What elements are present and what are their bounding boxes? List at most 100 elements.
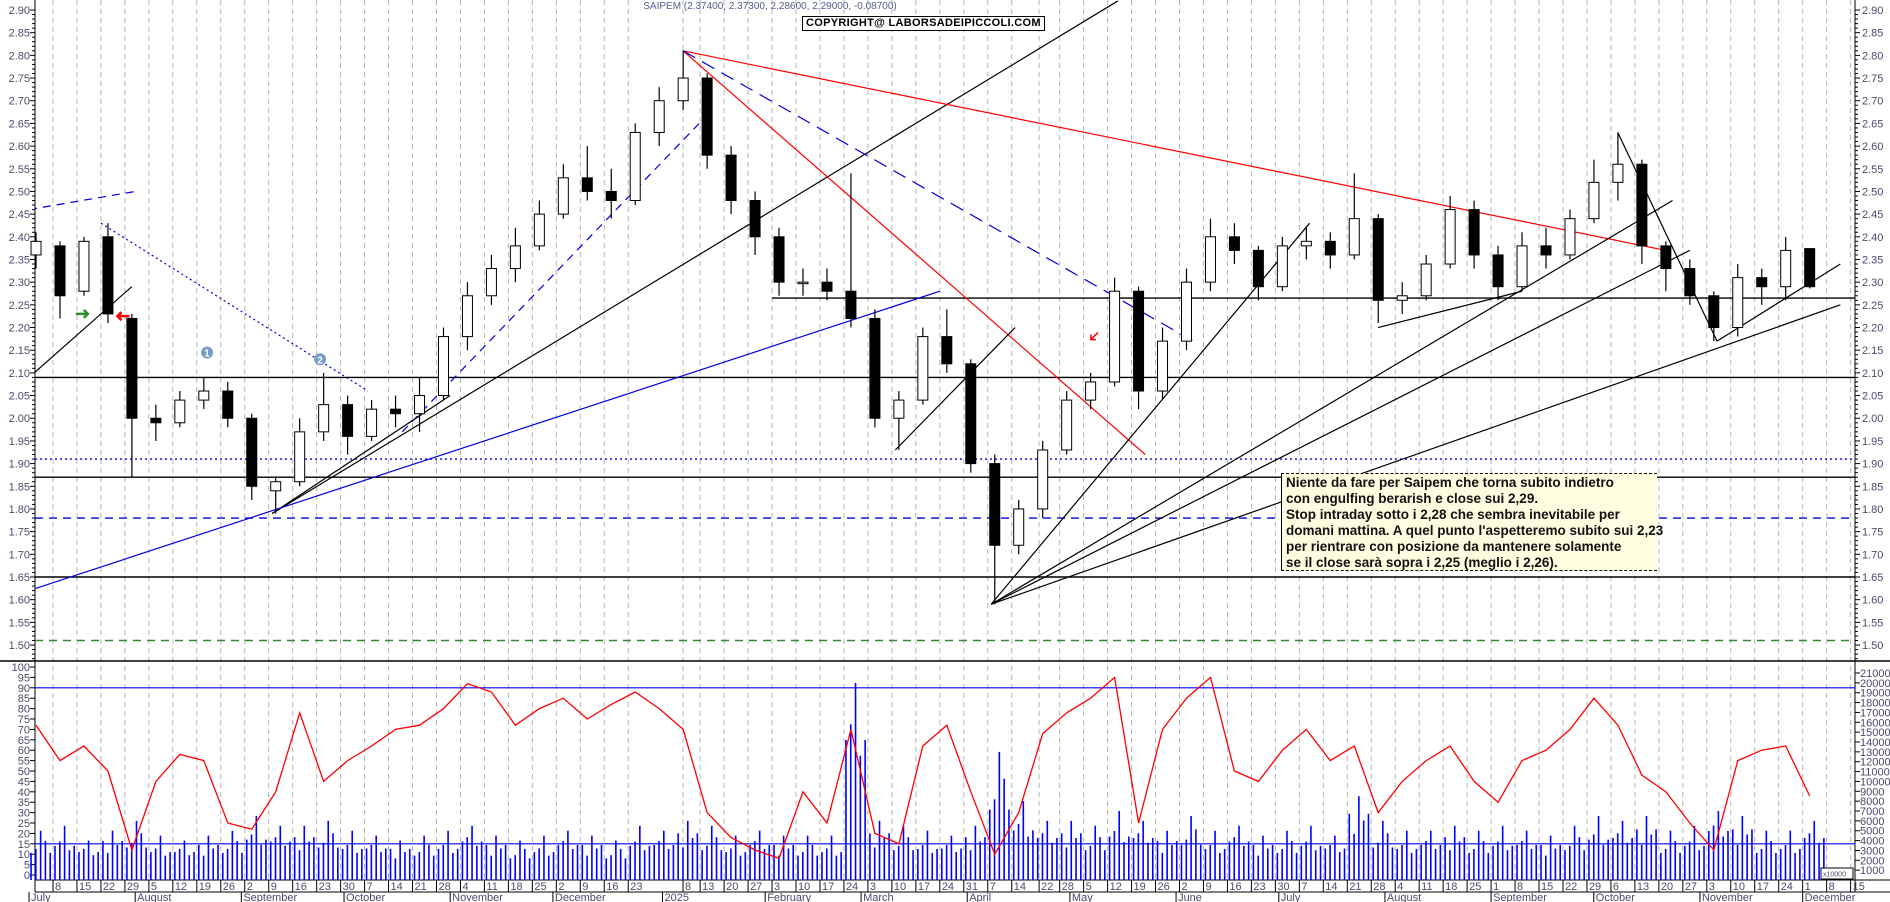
candle bbox=[1396, 282, 1408, 314]
candle bbox=[1540, 227, 1552, 269]
candle bbox=[198, 377, 210, 410]
oscillator-axis-label: 80 bbox=[18, 704, 30, 716]
price-axis-label: 2.45 bbox=[1862, 209, 1883, 221]
date-tick-label: 5 bbox=[151, 881, 157, 893]
price-axis-label: 2.85 bbox=[1862, 28, 1883, 40]
candle-body bbox=[150, 417, 162, 424]
price-axis-label: 1.80 bbox=[1862, 504, 1883, 516]
candle bbox=[1564, 209, 1576, 260]
candle-body bbox=[1372, 218, 1384, 301]
candle-body bbox=[102, 236, 114, 315]
date-tick-label: 23 bbox=[319, 881, 331, 893]
candle bbox=[893, 391, 905, 450]
price-axis-label: 2.20 bbox=[1862, 323, 1883, 335]
candle-body bbox=[198, 390, 210, 401]
candle-body bbox=[1516, 245, 1528, 288]
candle-body bbox=[366, 408, 378, 437]
month-label: October bbox=[346, 892, 385, 902]
date-tick-label: 5 bbox=[1086, 881, 1092, 893]
candle bbox=[1324, 232, 1336, 269]
date-tick-label: 3 bbox=[1709, 881, 1715, 893]
candle-body bbox=[461, 295, 473, 338]
date-tick-label: 12 bbox=[175, 881, 187, 893]
candle-body bbox=[1636, 163, 1648, 247]
chart-title: SAIPEM (2.37400, 2.37300, 2.28600, 2.290… bbox=[643, 1, 897, 12]
price-axis-label: 2.75 bbox=[9, 73, 30, 85]
volume-axis-label: 18000 bbox=[1860, 698, 1890, 710]
month-label: December bbox=[1805, 892, 1856, 902]
price-axis-label: 2.00 bbox=[9, 413, 30, 425]
volume-axis-label: 6000 bbox=[1860, 816, 1884, 828]
date-tick-label: 4 bbox=[462, 881, 468, 893]
oscillator-axis-label: 0 bbox=[24, 870, 30, 882]
month-label: March bbox=[863, 892, 894, 902]
candle bbox=[1061, 391, 1073, 455]
price-axis-label: 1.95 bbox=[9, 436, 30, 448]
price-axis-label: 2.05 bbox=[1862, 391, 1883, 403]
candle-body bbox=[1396, 295, 1408, 301]
note-line: Stop intraday sotto i 2,28 che sembra in… bbox=[1286, 507, 1620, 522]
volume-axis-label: 3000 bbox=[1860, 845, 1884, 857]
price-axis-label: 1.65 bbox=[1862, 572, 1883, 584]
date-tick-label: 29 bbox=[1589, 881, 1601, 893]
candle-body bbox=[773, 236, 785, 283]
circle-number-marker: 1 bbox=[201, 346, 214, 359]
date-tick-label: 20 bbox=[726, 881, 738, 893]
candle-body bbox=[1492, 254, 1504, 288]
price-axis-label: 2.90 bbox=[1862, 5, 1883, 17]
date-tick-label: 25 bbox=[534, 881, 546, 893]
date-tick-label: 27 bbox=[1685, 881, 1697, 893]
price-axis-label: 1.70 bbox=[9, 549, 30, 561]
candle bbox=[1228, 223, 1240, 265]
date-tick-label: 13 bbox=[1637, 881, 1649, 893]
candle bbox=[965, 359, 977, 473]
candle bbox=[1348, 173, 1360, 260]
volume-axis-label: 11000 bbox=[1860, 767, 1890, 779]
candle-body bbox=[749, 200, 761, 238]
volume-axis-label: 5000 bbox=[1860, 826, 1884, 838]
candle bbox=[1588, 159, 1600, 224]
month-label: December bbox=[555, 892, 606, 902]
price-axis-label: 2.25 bbox=[9, 300, 30, 312]
price-axis-label: 1.95 bbox=[1862, 436, 1883, 448]
candle-body bbox=[1540, 245, 1552, 256]
volume-axis-label: 7000 bbox=[1860, 806, 1884, 818]
candle-body bbox=[1708, 295, 1720, 329]
price-axis-label: 2.25 bbox=[1862, 300, 1883, 312]
arrow-right-icon bbox=[75, 309, 90, 319]
candle bbox=[653, 87, 665, 147]
candle-body bbox=[1468, 209, 1480, 256]
date-tick-label: 25 bbox=[1469, 881, 1481, 893]
date-tick-label: 9 bbox=[582, 881, 588, 893]
date-tick-label: 1 bbox=[1805, 881, 1811, 893]
date-tick-label: 29 bbox=[127, 881, 139, 893]
trendlines bbox=[35, 0, 1841, 605]
trendline bbox=[271, 0, 1119, 515]
candle-body bbox=[1037, 449, 1049, 510]
note-line: domani mattina. A quel punto l'aspettere… bbox=[1286, 523, 1664, 538]
month-label: August bbox=[137, 892, 171, 902]
candle-body bbox=[917, 336, 929, 401]
candle-body bbox=[414, 395, 426, 415]
price-axis-label: 2.10 bbox=[9, 368, 30, 380]
price-axis-label: 1.50 bbox=[9, 640, 30, 652]
volume-axis-label: 1000 bbox=[1860, 865, 1884, 877]
oscillator-axis-label: 10 bbox=[18, 849, 30, 861]
month-label: November bbox=[1702, 892, 1753, 902]
note-line: per rientrare con posizione da mantenere… bbox=[1286, 539, 1622, 554]
date-tick-label: 18 bbox=[510, 881, 522, 893]
volume-axis-label: 12000 bbox=[1860, 757, 1890, 769]
price-axis-label: 1.75 bbox=[1862, 527, 1883, 539]
volume-axis-label: 4000 bbox=[1860, 836, 1884, 848]
price-axis-label: 1.55 bbox=[9, 617, 30, 629]
price-axis-label: 2.55 bbox=[9, 164, 30, 176]
candle-body bbox=[1180, 281, 1192, 342]
candle-body bbox=[1228, 236, 1240, 251]
price-axis-label: 2.90 bbox=[9, 5, 30, 17]
candle-body bbox=[1157, 340, 1169, 392]
candle bbox=[1013, 499, 1025, 555]
price-axis-label: 2.80 bbox=[1862, 50, 1883, 62]
candle bbox=[222, 381, 234, 428]
price-axis-label: 1.60 bbox=[1862, 595, 1883, 607]
date-tick-label: 16 bbox=[1229, 881, 1241, 893]
